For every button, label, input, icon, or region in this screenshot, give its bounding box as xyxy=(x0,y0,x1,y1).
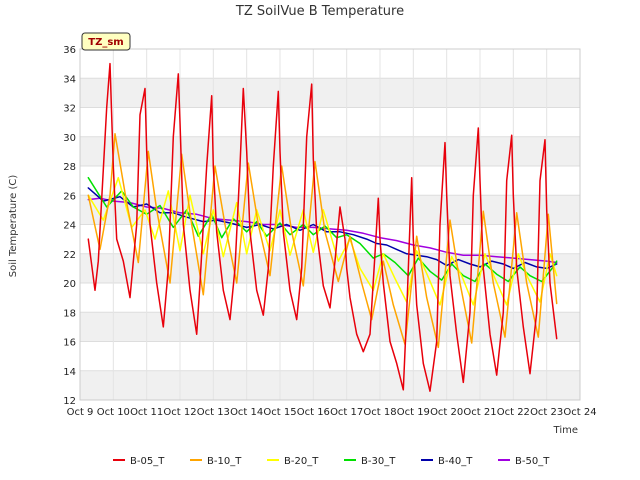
y-axis-label: Soil Temperature (C) xyxy=(8,175,19,278)
series-line-b-40-t xyxy=(87,187,558,270)
plot-band xyxy=(80,78,580,108)
x-tick-label: Oct 14 xyxy=(230,407,263,418)
x-tick-labels: Oct 9 Oct 10 Oct 11 Oct 12 Oct 13 Oct 14 Oct 1… xyxy=(67,407,597,418)
y-tick-label: 22 xyxy=(63,250,76,261)
legend-label: B-20_T xyxy=(284,456,319,467)
y-tick-label: 18 xyxy=(63,308,76,319)
legend-item-b-40-t: B-40_T xyxy=(421,456,473,467)
series-line-b-20-t xyxy=(87,176,558,306)
x-tick-label: Oct 24 xyxy=(563,407,596,418)
x-tick-label: Oct 9 xyxy=(67,407,94,418)
x-tick-label: Oct 10 xyxy=(97,407,130,418)
plot-band xyxy=(80,166,580,196)
x-axis-label: Time xyxy=(553,425,578,436)
chart-title: TZ SoilVue B Temperature xyxy=(235,4,404,19)
y-tick-label: 12 xyxy=(63,396,76,407)
legend-item-b-10-t: B-10_T xyxy=(190,456,242,467)
x-tick-label: Oct 20 xyxy=(430,407,463,418)
x-tick-label: Oct 21 xyxy=(463,407,496,418)
plot-frame xyxy=(79,48,581,401)
x-tick-label: Oct 19 xyxy=(397,407,430,418)
series-layer xyxy=(87,62,558,392)
y-tick-label: 34 xyxy=(63,74,76,85)
y-tick-label: 14 xyxy=(63,367,76,378)
x-tick-label: Oct 22 xyxy=(497,407,530,418)
legend-label: B-10_T xyxy=(207,456,242,467)
x-tick-label: Oct 13 xyxy=(197,407,230,418)
legend-label: B-30_T xyxy=(361,456,396,467)
y-tick-label: 20 xyxy=(63,279,76,290)
legend-item-b-30-t: B-30_T xyxy=(344,456,396,467)
plot-band xyxy=(80,49,580,79)
station-badge: TZ_sm xyxy=(81,32,131,51)
x-tick-label: Oct 18 xyxy=(363,407,396,418)
x-tick-label: Oct 12 xyxy=(163,407,196,418)
legend-label: B-05_T xyxy=(130,456,165,467)
legend-label: B-40_T xyxy=(438,456,473,467)
plot-band xyxy=(80,136,580,166)
legend: B-05_T B-10_T B-20_T B-30_T B-40_T B-50_T xyxy=(113,456,550,467)
station-badge-label: TZ_sm xyxy=(88,37,123,48)
plot-band xyxy=(80,341,580,371)
x-tick-label: Oct 16 xyxy=(297,407,330,418)
x-tick-label: Oct 11 xyxy=(130,407,163,418)
y-tick-label: 16 xyxy=(63,338,76,349)
y-tick-label: 24 xyxy=(63,221,76,232)
y-tick-label: 30 xyxy=(63,133,76,144)
x-tick-label: Oct 23 xyxy=(530,407,563,418)
y-tick-label: 36 xyxy=(63,45,76,56)
plot-band xyxy=(80,370,580,400)
y-tick-label: 26 xyxy=(63,191,76,202)
y-tick-label: 28 xyxy=(63,162,76,173)
legend-item-b-50-t: B-50_T xyxy=(498,456,550,467)
y-tick-labels: 12 14 16 18 20 22 24 26 28 30 32 34 36 xyxy=(63,45,76,407)
x-tick-label: Oct 15 xyxy=(263,407,296,418)
legend-item-b-20-t: B-20_T xyxy=(267,456,319,467)
plot-band xyxy=(80,253,580,283)
legend-item-b-05-t: B-05_T xyxy=(113,456,165,467)
series-line-b-05-t xyxy=(87,62,558,392)
plot-band xyxy=(80,107,580,137)
x-tick-label: Oct 17 xyxy=(330,407,363,418)
legend-label: B-50_T xyxy=(515,456,550,467)
plot-bands xyxy=(80,49,580,400)
y-tick-label: 32 xyxy=(63,104,76,115)
